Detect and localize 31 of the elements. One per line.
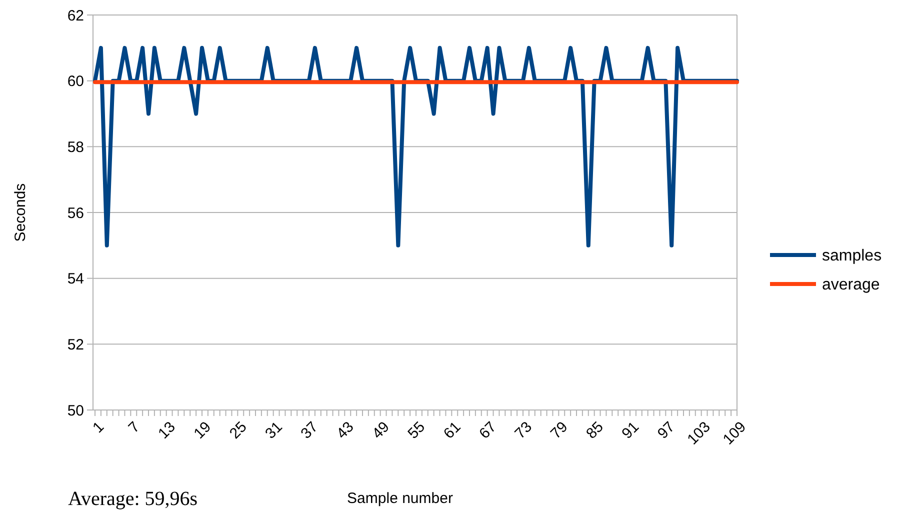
legend-label: samples — [822, 248, 882, 265]
x-tick-label: 13 — [155, 418, 179, 442]
x-tick-label: 85 — [583, 418, 607, 442]
y-tick-label: 62 — [67, 7, 84, 24]
x-tick-label: 91 — [618, 418, 643, 442]
x-tick-label: 1 — [90, 418, 108, 436]
x-tick-label: 73 — [512, 418, 536, 442]
x-tick-label: 25 — [226, 418, 250, 442]
x-tick-label: 67 — [476, 418, 500, 442]
x-tick-label: 79 — [547, 418, 572, 442]
x-tick-label: 37 — [298, 418, 322, 442]
x-axis-title: Sample number — [347, 490, 453, 507]
x-tick-label: 55 — [404, 418, 429, 442]
x-tick-label: 43 — [333, 418, 358, 442]
x-tick-label: 97 — [654, 418, 678, 442]
y-tick-label: 60 — [67, 73, 84, 90]
x-tick-label: 109 — [720, 418, 750, 448]
x-tick-label: 31 — [262, 418, 286, 442]
y-tick-label: 56 — [67, 204, 84, 222]
x-tick-label: 103 — [684, 418, 714, 448]
y-axis-title: Seconds — [12, 183, 29, 242]
y-tick-label: 50 — [67, 402, 84, 420]
x-tick-label: 7 — [125, 418, 144, 436]
y-tick-label: 52 — [67, 336, 84, 354]
legend-label: average — [822, 276, 880, 294]
x-tick-label: 61 — [440, 418, 464, 442]
x-tick-label: 19 — [190, 418, 215, 442]
y-tick-label: 54 — [67, 270, 84, 288]
text: Average: 59,96s — [68, 488, 198, 510]
x-tick-label: 49 — [369, 418, 393, 442]
y-tick-label: 58 — [67, 138, 84, 156]
